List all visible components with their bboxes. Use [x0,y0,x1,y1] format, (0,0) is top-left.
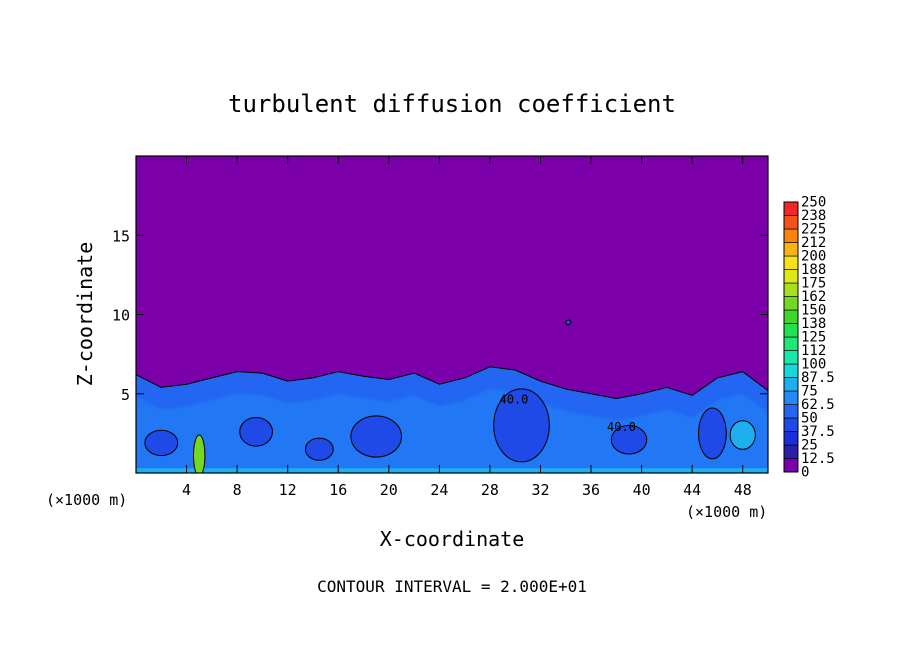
contour-label: 40.0 [607,420,636,434]
colorbar-swatch [783,350,799,365]
colorbar-swatch [783,377,799,392]
colorbar-swatch [783,282,799,297]
colorbar-tick-label: 150 [801,303,826,319]
colorbar-tick-label: 37.5 [801,424,835,440]
x-tick-label: 20 [380,481,398,499]
x-tick-label: 28 [481,481,499,499]
colorbar-swatch [783,417,799,432]
x-tick-label: 36 [582,481,600,499]
y-tick-label: 10 [112,307,130,325]
y-axis-label: Z-coordinate [73,242,97,387]
eddy-contour [493,388,550,463]
contour-interval-note: CONTOUR INTERVAL = 2.000E+01 [317,577,587,596]
colorbar-tick-label: 162 [801,289,826,305]
x-tick-label: 40 [633,481,651,499]
eddy-contour [193,434,206,473]
x-axis-label: X-coordinate [380,527,525,551]
colorbar-tick-label: 12.5 [801,451,835,467]
colorbar-tick-label: 212 [801,235,826,251]
eddy-contour [698,407,727,460]
x-tick-label: 16 [329,481,347,499]
contour-label: 40.0 [500,393,529,407]
colorbar-swatch [783,363,799,378]
eddy-contour [304,437,334,461]
colorbar-tick-label: 250 [801,195,826,211]
eddy-contour [350,415,403,458]
colorbar-tick-label: 112 [801,343,826,359]
y-axis: 5 10 15 [112,227,768,404]
y-tick-label: 5 [121,386,130,404]
colorbar-swatch [783,255,799,270]
colorbar-swatch [783,228,799,243]
colorbar-tick-label: 25 [801,438,818,454]
x-tick-label: 4 [182,481,191,499]
colorbar-swatch [783,336,799,351]
eddy-contour [144,429,179,457]
x-tick-label: 48 [734,481,752,499]
colorbar-tick-label: 75 [801,384,818,400]
colorbar-tick-label: 225 [801,222,826,238]
colorbar-swatch [783,215,799,230]
colorbar-swatch [783,431,799,446]
plot-area: 40.0 40.0 [135,155,769,474]
x-tick-label: 12 [279,481,297,499]
eddy-contour [239,417,274,447]
colorbar-tick-label: 0 [801,465,809,481]
colorbar-swatch [783,404,799,419]
y-tick-label: 15 [112,227,130,245]
x-tick-label: 24 [430,481,448,499]
colorbar: 012.52537.55062.57587.510011212513815016… [783,195,835,481]
colorbar-tick-label: 200 [801,249,826,265]
z-unit-label: (×1000 m) [46,491,127,509]
x-tick-label: 8 [233,481,242,499]
eddy-contour [729,420,756,450]
eddy-contour [610,424,648,455]
chart-title: turbulent diffusion coefficient [228,90,676,118]
colorbar-tick-label: 125 [801,330,826,346]
colorbar-frame [783,201,799,473]
colorbar-swatch [783,242,799,257]
colorbar-swatch [783,201,799,216]
colorbar-tick-label: 50 [801,411,818,427]
colorbar-tick-label: 188 [801,262,826,278]
colorbar-swatch [783,444,799,459]
surface-layer [136,468,768,473]
x-tick-label: 32 [531,481,549,499]
colorbar-tick-label: 87.5 [801,370,835,386]
colorbar-swatch [783,269,799,284]
colorbar-tick-label: 62.5 [801,397,835,413]
x-tick-label: 44 [683,481,701,499]
inner-turbulence-band [136,389,768,473]
colorbar-swatch [783,323,799,338]
colorbar-tick-label: 238 [801,208,826,224]
colorbar-swatch [783,296,799,311]
colorbar-swatch [783,458,799,473]
eddy-contour [565,319,572,326]
colorbar-tick-label: 175 [801,276,826,292]
x-unit-label: (×1000 m) [686,503,767,521]
colorbar-swatch [783,390,799,405]
diffusion-field: 40.0 40.0 [136,319,768,473]
x-axis: 4 8 12 16 20 24 28 32 36 40 44 48 [182,156,752,499]
colorbar-swatch [783,309,799,324]
colorbar-tick-label: 138 [801,316,826,332]
colorbar-tick-label: 100 [801,357,826,373]
